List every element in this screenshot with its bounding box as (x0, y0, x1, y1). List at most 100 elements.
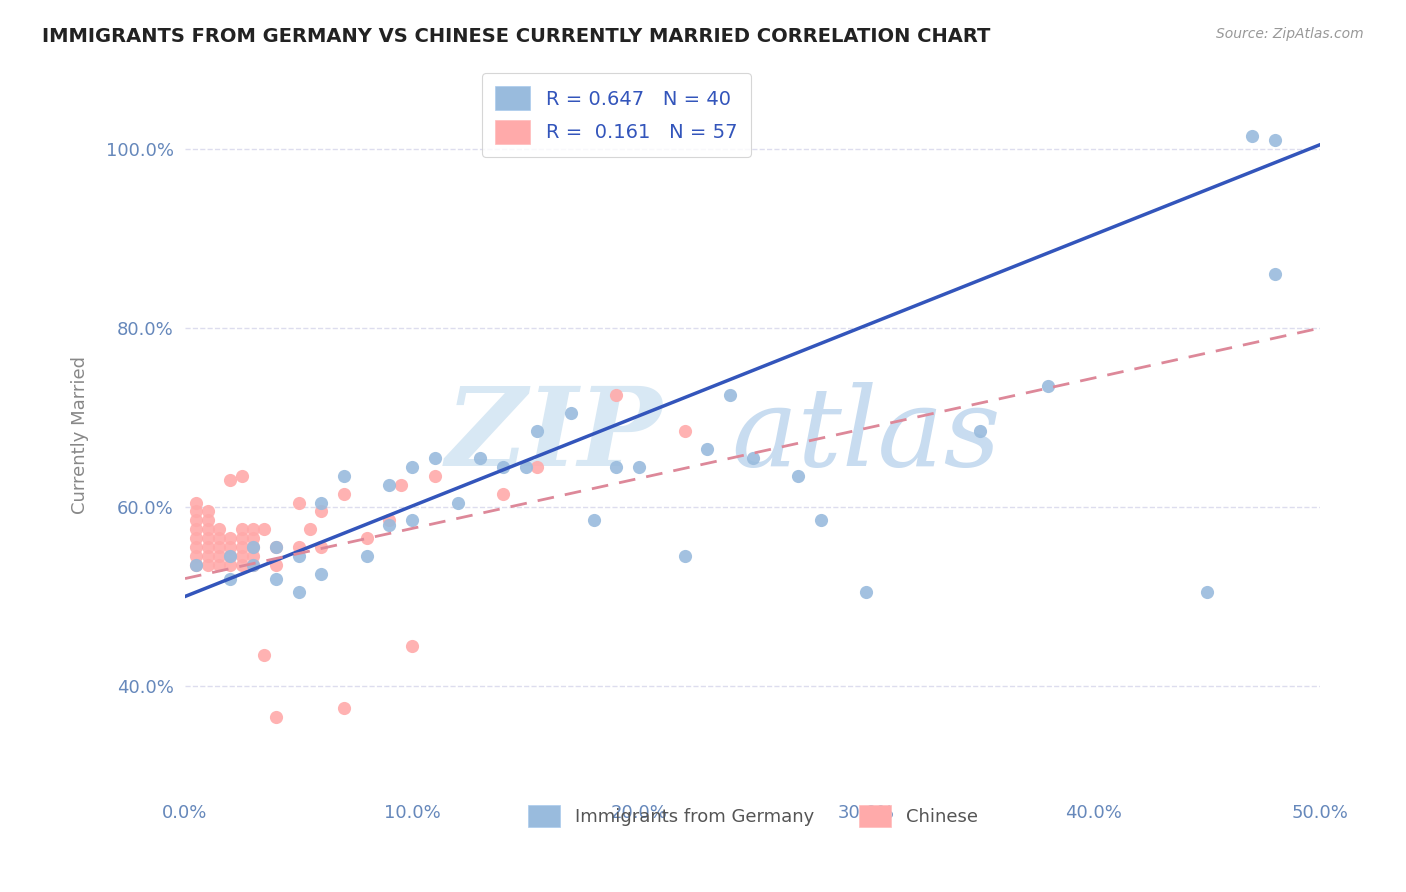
Text: Source: ZipAtlas.com: Source: ZipAtlas.com (1216, 27, 1364, 41)
Point (264, 541, 287, 555)
Point (219, 473, 242, 487)
Point (208, 531, 231, 545)
Point (560, 406, 582, 420)
Point (186, 531, 208, 545)
Point (401, 513, 423, 527)
Point (264, 541, 287, 555)
Point (605, 388, 627, 402)
Point (582, 513, 605, 527)
Point (741, 450, 763, 465)
Point (333, 468, 356, 483)
Point (231, 558, 253, 573)
Point (718, 388, 741, 402)
Point (1264, 268, 1286, 282)
Point (423, 450, 446, 465)
Point (242, 549, 264, 564)
Point (242, 522, 264, 536)
Point (231, 541, 253, 555)
Point (253, 522, 276, 536)
Point (333, 701, 356, 715)
Point (242, 558, 264, 573)
Point (186, 558, 208, 573)
Point (389, 477, 412, 491)
Point (197, 513, 219, 527)
Point (605, 459, 627, 474)
Point (186, 495, 208, 509)
Point (423, 468, 446, 483)
Point (356, 549, 378, 564)
Point (197, 541, 219, 555)
Text: ZIP: ZIP (446, 382, 662, 489)
Point (787, 468, 810, 483)
Point (333, 486, 356, 500)
Point (309, 567, 332, 582)
Point (378, 517, 401, 532)
Point (219, 549, 242, 564)
Point (219, 531, 242, 545)
Point (197, 522, 219, 536)
Y-axis label: Currently Married: Currently Married (72, 357, 89, 515)
Text: atlas: atlas (731, 382, 1001, 489)
Point (242, 558, 264, 573)
Point (287, 585, 309, 599)
Legend: Immigrants from Germany, Chinese: Immigrants from Germany, Chinese (520, 798, 986, 834)
Point (470, 450, 492, 465)
Point (287, 549, 309, 564)
Point (186, 541, 208, 555)
Point (197, 558, 219, 573)
Point (219, 549, 242, 564)
Point (1241, 128, 1264, 143)
Point (969, 424, 991, 438)
Point (231, 549, 253, 564)
Point (231, 522, 253, 536)
Point (855, 585, 877, 599)
Point (1264, 133, 1286, 147)
Point (446, 495, 468, 509)
Point (242, 541, 264, 555)
Point (253, 648, 276, 662)
Point (298, 522, 321, 536)
Point (356, 531, 378, 545)
Point (264, 572, 287, 586)
Point (492, 459, 515, 474)
Point (401, 639, 423, 653)
Point (219, 558, 242, 573)
Point (309, 541, 332, 555)
Point (231, 468, 253, 483)
Point (219, 572, 242, 586)
Point (287, 495, 309, 509)
Point (242, 541, 264, 555)
Point (673, 424, 696, 438)
Point (526, 459, 548, 474)
Point (264, 710, 287, 724)
Point (219, 541, 242, 555)
Point (515, 459, 537, 474)
Point (696, 442, 718, 456)
Point (208, 558, 231, 573)
Point (492, 486, 515, 500)
Point (309, 504, 332, 518)
Point (242, 531, 264, 545)
Point (186, 558, 208, 573)
Point (378, 477, 401, 491)
Point (197, 504, 219, 518)
Point (1036, 379, 1059, 393)
Point (628, 459, 651, 474)
Point (197, 549, 219, 564)
Point (401, 459, 423, 474)
Point (526, 424, 548, 438)
Point (208, 549, 231, 564)
Point (264, 558, 287, 573)
Point (186, 513, 208, 527)
Point (1195, 585, 1218, 599)
Point (378, 513, 401, 527)
Point (810, 513, 832, 527)
Point (208, 541, 231, 555)
Point (186, 522, 208, 536)
Point (186, 549, 208, 564)
Point (673, 549, 696, 564)
Point (309, 495, 332, 509)
Point (197, 531, 219, 545)
Point (186, 504, 208, 518)
Point (287, 541, 309, 555)
